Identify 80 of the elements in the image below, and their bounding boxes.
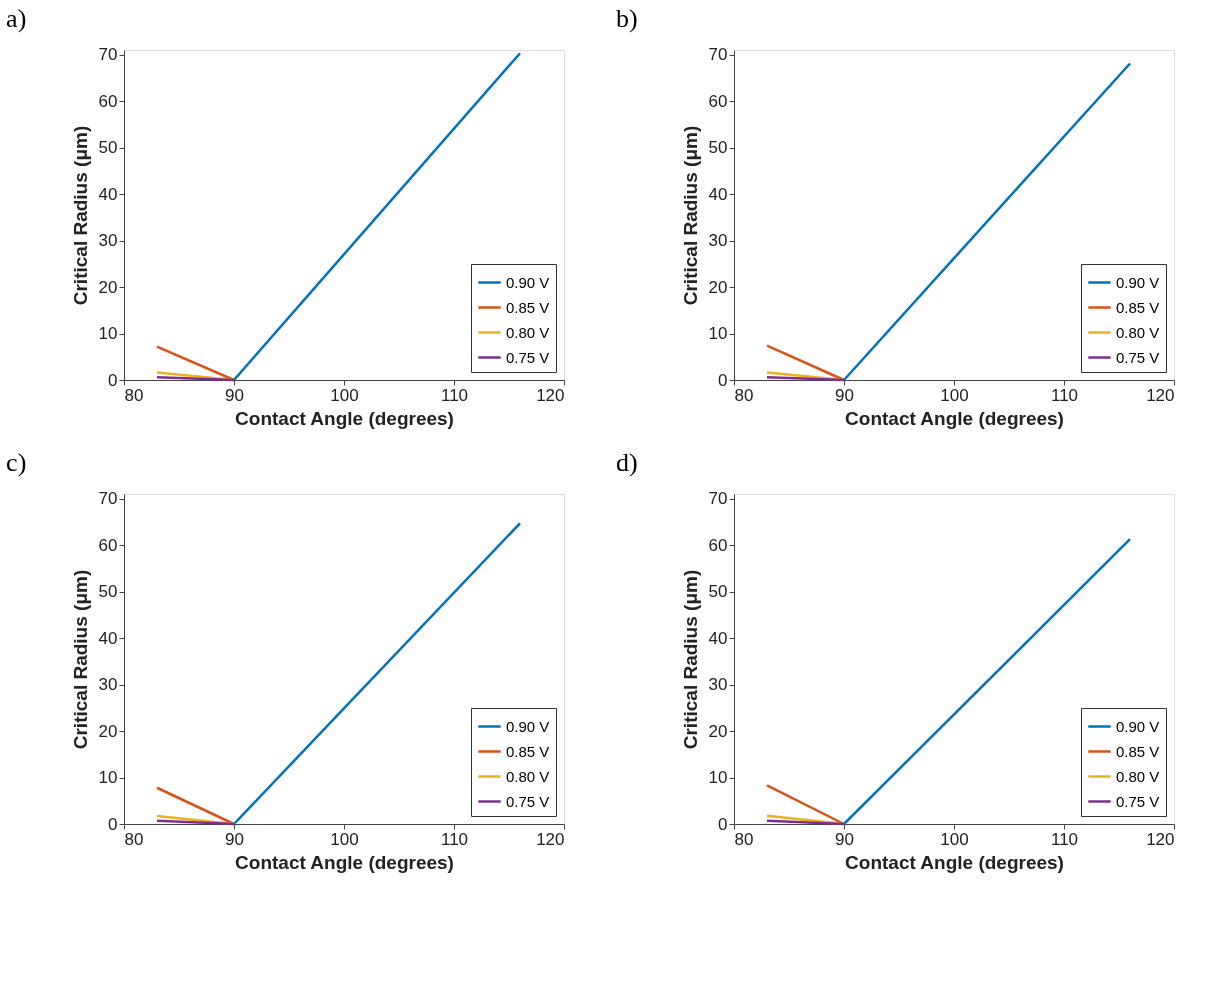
x-tick-label: 90 (835, 829, 854, 849)
y-tick-label: 70 (98, 45, 118, 65)
y-tick-label: 60 (708, 91, 728, 111)
y-tick-label: 30 (98, 231, 118, 251)
x-tick-label: 100 (940, 385, 969, 405)
x-tick-label: 90 (835, 385, 854, 405)
legend-label: 0.80 V (506, 323, 550, 341)
y-tick-label: 10 (98, 768, 118, 788)
chart-title: d) (616, 447, 638, 477)
legend-label: 0.75 V (1116, 348, 1160, 366)
x-tick-label: 120 (1146, 385, 1175, 405)
y-tick-label: 20 (98, 721, 118, 741)
x-tick-label: 80 (734, 385, 754, 405)
legend-label: 0.90 V (506, 717, 550, 735)
y-tick-label: 50 (708, 138, 728, 158)
legend-label: 0.90 V (1116, 717, 1160, 735)
y-axis-title: Critical Radius (μm) (679, 569, 701, 750)
y-tick-label: 10 (708, 324, 728, 344)
y-axis-title: Critical Radius (μm) (69, 125, 91, 306)
y-tick-label: 40 (98, 628, 118, 648)
y-tick-label: 0 (108, 370, 118, 390)
y-tick-label: 50 (708, 582, 728, 602)
x-tick-label: 110 (1050, 385, 1079, 405)
x-axis-title: Contact Angle (degrees) (235, 851, 454, 873)
y-tick-label: 70 (708, 489, 728, 509)
legend-label: 0.90 V (506, 273, 550, 291)
y-tick-label: 30 (708, 675, 728, 695)
y-tick-label: 10 (708, 768, 728, 788)
y-tick-label: 0 (718, 814, 728, 834)
y-tick-label: 10 (98, 324, 118, 344)
y-tick-label: 30 (98, 675, 118, 695)
y-tick-label: 50 (98, 138, 118, 158)
y-tick-label: 60 (708, 535, 728, 555)
legend-label: 0.75 V (506, 348, 550, 366)
legend-label: 0.90 V (1116, 273, 1160, 291)
x-axis-title: Contact Angle (degrees) (845, 407, 1064, 429)
y-tick-label: 20 (708, 277, 728, 297)
x-tick-label: 110 (440, 385, 469, 405)
x-tick-label: 80 (124, 829, 144, 849)
x-tick-label: 80 (734, 829, 754, 849)
x-tick-label: 120 (536, 829, 565, 849)
legend-label: 0.75 V (506, 792, 550, 810)
y-tick-label: 0 (108, 814, 118, 834)
y-tick-label: 0 (718, 370, 728, 390)
y-tick-label: 50 (98, 582, 118, 602)
x-tick-label: 100 (330, 829, 359, 849)
y-tick-label: 20 (708, 721, 728, 741)
y-tick-label: 30 (708, 231, 728, 251)
y-tick-label: 70 (98, 489, 118, 509)
chart-title: c) (6, 447, 27, 477)
y-tick-label: 60 (98, 535, 118, 555)
y-tick-label: 60 (98, 91, 118, 111)
y-tick-label: 20 (98, 277, 118, 297)
x-tick-label: 90 (225, 829, 244, 849)
legend-label: 0.80 V (1116, 323, 1160, 341)
y-tick-label: 40 (708, 628, 728, 648)
y-tick-label: 40 (708, 184, 728, 204)
legend-label: 0.85 V (1116, 298, 1160, 316)
x-axis-title: Contact Angle (degrees) (845, 851, 1064, 873)
legend-label: 0.80 V (506, 767, 550, 785)
x-tick-label: 120 (536, 385, 565, 405)
x-tick-label: 120 (1146, 829, 1175, 849)
legend-label: 0.75 V (1116, 792, 1160, 810)
legend-label: 0.85 V (1116, 742, 1160, 760)
x-tick-label: 110 (440, 829, 469, 849)
y-axis-title: Critical Radius (μm) (69, 569, 91, 750)
x-tick-label: 100 (330, 385, 359, 405)
y-axis-title: Critical Radius (μm) (679, 125, 701, 306)
chart-title: b) (616, 3, 638, 33)
legend-label: 0.85 V (506, 742, 550, 760)
y-tick-label: 70 (708, 45, 728, 65)
x-tick-label: 110 (1050, 829, 1079, 849)
x-tick-label: 80 (124, 385, 144, 405)
x-axis-title: Contact Angle (degrees) (235, 407, 454, 429)
x-tick-label: 90 (225, 385, 244, 405)
y-tick-label: 40 (98, 184, 118, 204)
chart-title: a) (6, 3, 27, 33)
x-tick-label: 100 (940, 829, 969, 849)
legend-label: 0.80 V (1116, 767, 1160, 785)
legend-label: 0.85 V (506, 298, 550, 316)
